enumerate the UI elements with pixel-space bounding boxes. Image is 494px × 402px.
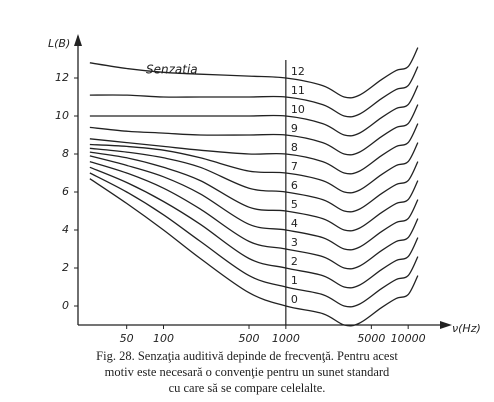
y-axis-label: L(B) [48,37,70,50]
x-axis-label: ν(Hz) [452,322,481,335]
contour-line [89,47,419,99]
contour-line [89,172,419,308]
x-tick-label: 1000 [272,332,300,345]
series-label: 5 [291,198,298,211]
contour-line [89,66,419,118]
series-label: 1 [291,274,298,287]
y-tick-label: 0 [62,299,69,312]
contour-line [89,166,419,289]
x-tick-label: 5000 [357,332,385,345]
y-tick-label: 10 [55,109,69,122]
series-label: 4 [291,217,298,230]
contour-line [89,151,419,232]
caption-line: Fig. 28. Senzaţia auditivă depinde de fr… [96,349,398,363]
contour-line [89,123,419,175]
series-label: 12 [291,65,305,78]
series-label: 0 [291,293,298,306]
x-axis-arrow [440,321,452,329]
x-tick-label: 100 [153,332,174,345]
contour-line [89,160,419,270]
contour-line [89,142,419,194]
series-label: 6 [291,179,298,192]
series-label: 3 [291,236,298,249]
contour-line [89,178,419,327]
contour-line [89,147,419,213]
caption-line: cu care să se compare celelalte. [169,381,326,395]
contour-line [89,85,419,137]
x-tick-label: 500 [239,332,260,345]
x-tick-label: 10000 [391,332,426,345]
y-tick-label: 8 [62,147,69,160]
series-label: 8 [291,141,298,154]
series-label: 10 [291,103,305,116]
y-tick-label: 2 [62,261,69,274]
contour-line [89,104,419,156]
series-label: 9 [291,122,298,135]
x-tick-label: 50 [120,332,134,345]
y-tick-label: 12 [55,71,69,84]
series-label: 7 [291,160,298,173]
series-label: 11 [291,84,305,97]
y-tick-label: 6 [62,185,69,198]
y-tick-label: 4 [62,223,69,236]
y-axis-arrow [74,34,82,46]
caption-line: motiv este necesară o convenţie pentru u… [105,365,390,379]
series-label: 2 [291,255,298,268]
contour-line [89,155,419,251]
